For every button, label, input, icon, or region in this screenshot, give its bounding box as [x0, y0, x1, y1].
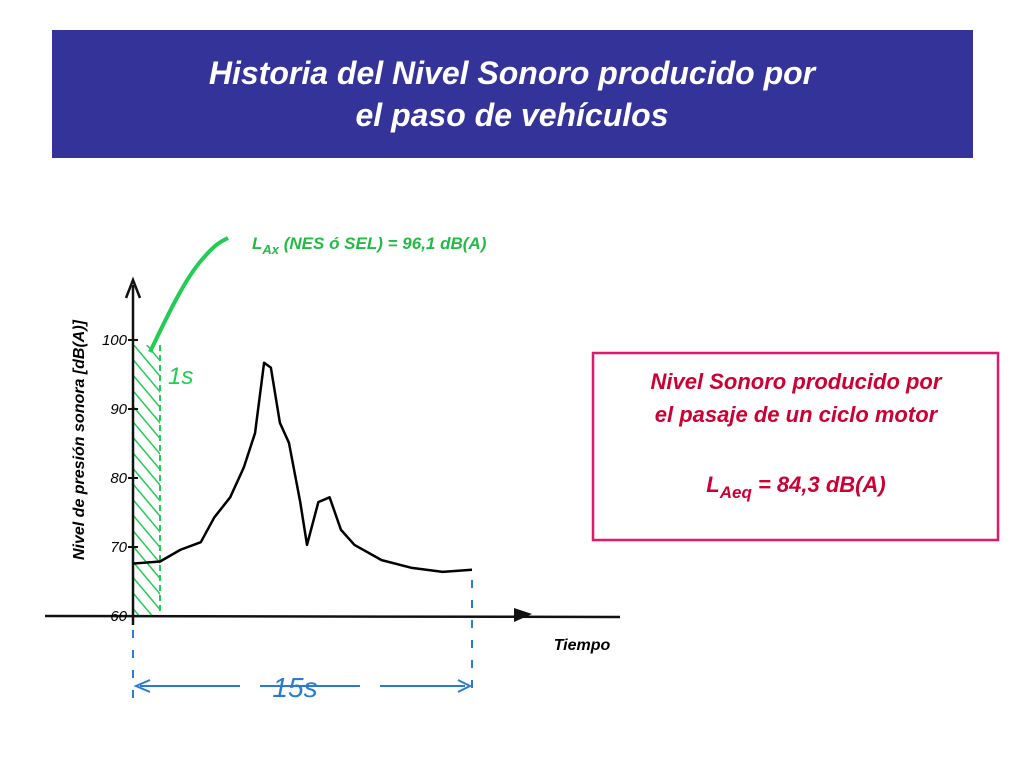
box-line: el pasaje de un ciclo motor [655, 402, 939, 427]
lax-text: (NES ó SEL) = 96,1 dB(A) [279, 234, 487, 253]
laeq-text: = 84,3 dB(A) [752, 472, 886, 497]
lax-annotation: LAx (NES ó SEL) = 96,1 dB(A) [252, 234, 487, 257]
lax-l: L [252, 234, 262, 253]
title-line: Historia del Nivel Sonoro producido por [209, 55, 817, 91]
lax-sub: Ax [261, 242, 279, 257]
laeq-sub: Aeq [719, 483, 753, 502]
one-second-label: 1s [168, 363, 193, 390]
level-line [132, 361, 473, 574]
y-axis-label: Nivel de presión sonora [dB(A)] [71, 319, 88, 560]
y-tick-label: 100 [102, 332, 128, 349]
y-tick-label: 90 [110, 401, 127, 418]
hatch-region [134, 345, 160, 616]
y-tick-label: 70 [110, 539, 127, 556]
title-bar [52, 30, 973, 158]
duration-arrows [133, 679, 473, 693]
laeq-l: L [706, 472, 719, 497]
chart-title: Historia del Nivel Sonoro producido por e… [209, 55, 817, 133]
duration-label: 15s [272, 672, 317, 703]
x-axis-label: Tiempo [554, 637, 611, 654]
title-line: el paso de vehículos [356, 97, 669, 133]
box-line: Nivel Sonoro producido por [651, 369, 943, 394]
y-axis-arrow [124, 276, 142, 299]
y-tick-label: 60 [110, 608, 127, 625]
x-axis-arrow [514, 608, 532, 622]
lax-pointer [148, 236, 229, 353]
info-box [591, 351, 1000, 542]
y-tick-label: 80 [110, 470, 127, 487]
laeq-annotation: LAeq = 84,3 dB(A) [706, 472, 885, 502]
